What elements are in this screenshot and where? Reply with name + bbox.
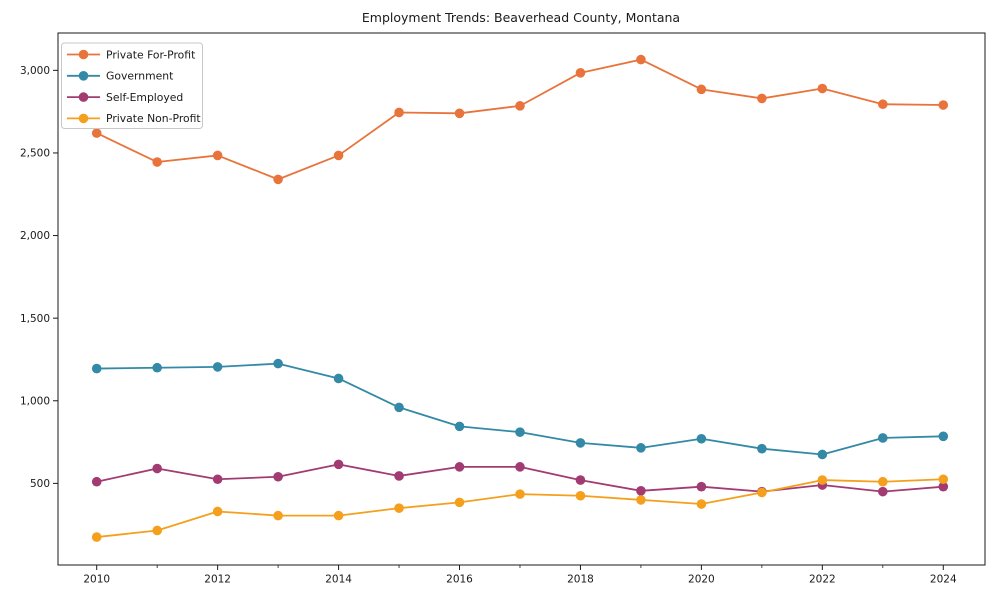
y-tick-label: 1,000 (20, 395, 50, 407)
legend-marker-self-employed (78, 92, 89, 102)
data-point-private-for-profit-2013 (273, 174, 283, 185)
data-point-private-for-profit-2012 (212, 150, 223, 161)
data-point-private-non-profit-2022 (817, 475, 828, 485)
data-point-self-employed-2015 (394, 471, 404, 481)
data-point-private-non-profit-2014 (333, 510, 344, 521)
data-point-private-for-profit-2010 (91, 128, 102, 138)
data-point-self-employed-2017 (515, 462, 525, 472)
data-point-private-non-profit-2017 (515, 489, 525, 499)
data-point-private-non-profit-2019 (636, 495, 646, 505)
data-point-government-2016 (454, 421, 465, 432)
data-point-private-non-profit-2013 (273, 510, 283, 521)
data-point-government-2011 (152, 362, 162, 373)
data-point-government-2023 (878, 433, 888, 443)
series-line-government (95, 362, 945, 456)
data-point-self-employed-2020 (696, 481, 707, 492)
data-point-private-for-profit-2022 (817, 83, 828, 94)
data-point-government-2014 (333, 373, 344, 384)
legend-marker-private-non-profit (78, 113, 89, 124)
x-tick-label: 2014 (325, 574, 352, 586)
y-tick-label: 1,500 (20, 313, 50, 325)
y-tick-label: 2,000 (20, 230, 50, 242)
data-point-private-non-profit-2012 (212, 506, 223, 517)
data-point-private-non-profit-2021 (757, 487, 767, 498)
data-point-private-for-profit-2016 (454, 108, 465, 119)
data-point-private-for-profit-2014 (333, 150, 344, 161)
data-point-private-for-profit-2019 (636, 54, 646, 65)
data-point-government-2021 (757, 443, 767, 454)
x-tick-label: 2012 (204, 574, 231, 586)
chart-title: Employment Trends: Beaverhead County, Mo… (362, 10, 680, 25)
x-tick-label: 2010 (83, 574, 110, 586)
x-tick-label: 2022 (809, 574, 836, 586)
series-line-private-for-profit (95, 58, 945, 181)
data-point-private-non-profit-2023 (878, 476, 888, 487)
y-tick-label: 3,000 (20, 65, 50, 77)
legend-item-self-employed: Self-Employed (67, 91, 183, 104)
data-point-private-for-profit-2020 (696, 84, 707, 95)
data-point-self-employed-2016 (454, 462, 465, 472)
data-point-government-2022 (817, 449, 828, 460)
data-point-private-non-profit-2024 (938, 474, 949, 485)
data-point-private-non-profit-2020 (696, 499, 707, 509)
data-point-government-2010 (91, 363, 102, 374)
data-point-self-employed-2011 (152, 463, 162, 474)
data-point-government-2017 (515, 427, 525, 437)
data-point-government-2013 (273, 358, 283, 369)
legend-item-government: Government (67, 70, 173, 83)
data-point-self-employed-2014 (333, 459, 344, 470)
legend-label: Government (106, 70, 173, 83)
data-point-self-employed-2013 (273, 471, 283, 482)
data-point-private-for-profit-2021 (757, 93, 767, 104)
x-tick-label: 2016 (446, 574, 473, 586)
data-point-self-employed-2019 (636, 486, 646, 496)
plot-area: 500 1,000 1,500 2,000 2,500 3,000 2010 2012 2014… (20, 32, 986, 586)
data-point-self-employed-2010 (91, 476, 102, 487)
data-point-private-non-profit-2018 (575, 490, 586, 501)
x-tick-label: 2018 (567, 574, 594, 586)
data-point-government-2020 (696, 433, 707, 444)
data-point-private-for-profit-2017 (515, 101, 525, 111)
data-point-private-non-profit-2010 (91, 532, 102, 542)
data-point-private-for-profit-2018 (575, 68, 586, 78)
legend-label: Private Non-Profit (106, 112, 201, 125)
data-point-private-non-profit-2016 (454, 497, 465, 508)
data-point-government-2024 (938, 431, 949, 442)
data-point-private-for-profit-2024 (938, 100, 949, 110)
data-point-private-for-profit-2011 (152, 157, 162, 167)
data-point-self-employed-2018 (575, 475, 586, 485)
y-tick-label: 2,500 (20, 148, 50, 160)
legend: Private For-Profit Government Self-Employe… (61, 42, 203, 129)
legend-label: Private For-Profit (106, 48, 195, 61)
data-point-government-2019 (636, 443, 646, 453)
data-point-private-non-profit-2011 (152, 525, 162, 536)
legend-box (61, 42, 203, 129)
legend-item-private-for-profit: Private For-Profit (67, 48, 195, 61)
data-point-self-employed-2012 (212, 474, 223, 485)
data-point-private-for-profit-2015 (394, 107, 404, 118)
data-point-government-2018 (575, 438, 586, 448)
data-point-self-employed-2023 (878, 486, 888, 497)
legend-label: Self-Employed (106, 91, 183, 104)
legend-marker-government (78, 71, 89, 81)
data-point-private-non-profit-2015 (394, 503, 404, 513)
y-tick-label: 500 (30, 478, 50, 490)
data-point-private-for-profit-2023 (878, 99, 888, 110)
legend-item-private-non-profit: Private Non-Profit (67, 112, 201, 125)
x-tick-label: 2020 (688, 574, 715, 586)
x-tick-label: 2024 (930, 574, 957, 586)
plot-border (57, 32, 986, 566)
data-point-government-2012 (212, 362, 223, 372)
legend-marker-private-for-profit (78, 49, 89, 60)
data-point-self-employed-2024 (938, 481, 949, 492)
series-line-private-non-profit (95, 478, 945, 538)
data-point-government-2015 (394, 402, 404, 413)
